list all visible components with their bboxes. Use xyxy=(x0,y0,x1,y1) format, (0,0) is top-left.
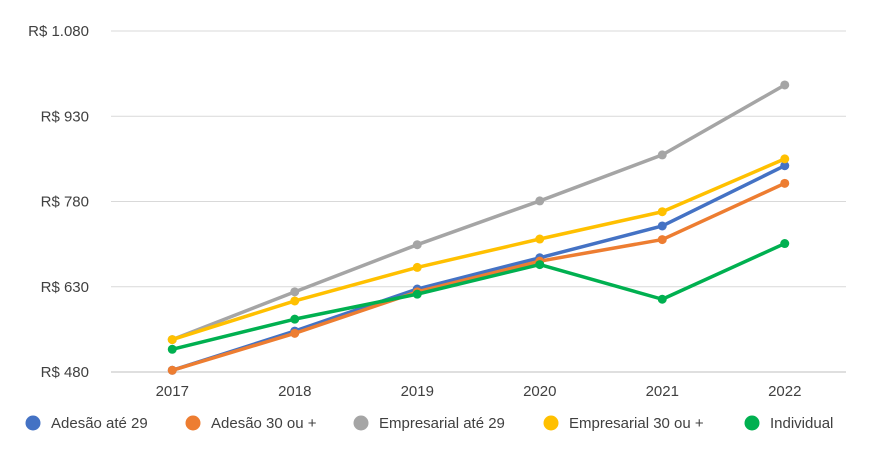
data-point xyxy=(657,150,667,160)
legend-label: Adesão até 29 xyxy=(51,415,148,432)
legend-label: Empresarial 30 ou + xyxy=(569,415,704,432)
data-point xyxy=(167,365,177,375)
data-point xyxy=(780,178,790,188)
series-line xyxy=(170,181,787,373)
data-point xyxy=(412,240,422,250)
legend-marker xyxy=(543,415,559,431)
data-point xyxy=(167,335,177,345)
y-tick-label: R$ 1.080 xyxy=(28,23,89,40)
data-point xyxy=(657,221,667,231)
y-tick-label: R$ 780 xyxy=(41,194,89,211)
y-tick-label: R$ 630 xyxy=(41,279,89,296)
legend-marker xyxy=(353,415,369,431)
data-point xyxy=(780,161,790,171)
legend-marker xyxy=(744,415,760,431)
x-tick-label: 2020 xyxy=(523,383,556,400)
legend-item: Adesão 30 ou + xyxy=(185,415,317,432)
legend-label: Adesão 30 ou + xyxy=(211,415,317,432)
grid-lines xyxy=(111,30,846,373)
data-point xyxy=(290,328,300,338)
legend-item: Empresarial até 29 xyxy=(353,415,505,432)
legend-item: Adesão até 29 xyxy=(25,415,148,432)
legend-label: Individual xyxy=(770,415,833,432)
data-point xyxy=(780,80,790,90)
data-point xyxy=(780,154,790,164)
data-point xyxy=(412,289,422,299)
x-tick-label: 2017 xyxy=(156,383,189,400)
legend: Adesão até 29 Adesão 30 ou + Empresarial a… xyxy=(25,415,833,432)
legend-item: Empresarial 30 ou + xyxy=(543,415,704,432)
series-line xyxy=(170,157,787,342)
data-point xyxy=(535,234,545,244)
series-line xyxy=(170,163,787,373)
data-point xyxy=(657,235,667,245)
data-point xyxy=(535,196,545,206)
legend-label: Empresarial até 29 xyxy=(379,415,505,432)
data-point xyxy=(657,294,667,304)
data-point xyxy=(290,296,300,306)
x-tick-label: 2018 xyxy=(278,383,311,400)
series-line xyxy=(170,83,787,342)
data-point xyxy=(412,262,422,272)
data-point xyxy=(290,287,300,297)
legend-marker xyxy=(185,415,201,431)
y-tick-label: R$ 930 xyxy=(41,108,89,125)
data-point xyxy=(657,207,667,217)
series-5 xyxy=(167,239,790,354)
y-axis-ticks: R$ 480 R$ 630 R$ 780 R$ 930 R$ 1.080 xyxy=(28,23,89,381)
legend-marker xyxy=(25,415,41,431)
series-lines xyxy=(167,80,790,375)
x-tick-label: 2021 xyxy=(646,383,679,400)
legend-item: Individual xyxy=(744,415,833,432)
series-4 xyxy=(167,154,790,345)
data-point xyxy=(290,314,300,324)
series-3 xyxy=(167,80,790,345)
y-tick-label: R$ 480 xyxy=(41,364,89,381)
x-tick-label: 2022 xyxy=(768,383,801,400)
x-axis-ticks: 2017 2018 2019 2020 2021 2022 xyxy=(156,383,802,400)
series-line xyxy=(170,241,787,352)
data-point xyxy=(780,239,790,249)
data-point xyxy=(535,260,545,270)
data-point xyxy=(167,344,177,354)
x-tick-label: 2019 xyxy=(401,383,434,400)
